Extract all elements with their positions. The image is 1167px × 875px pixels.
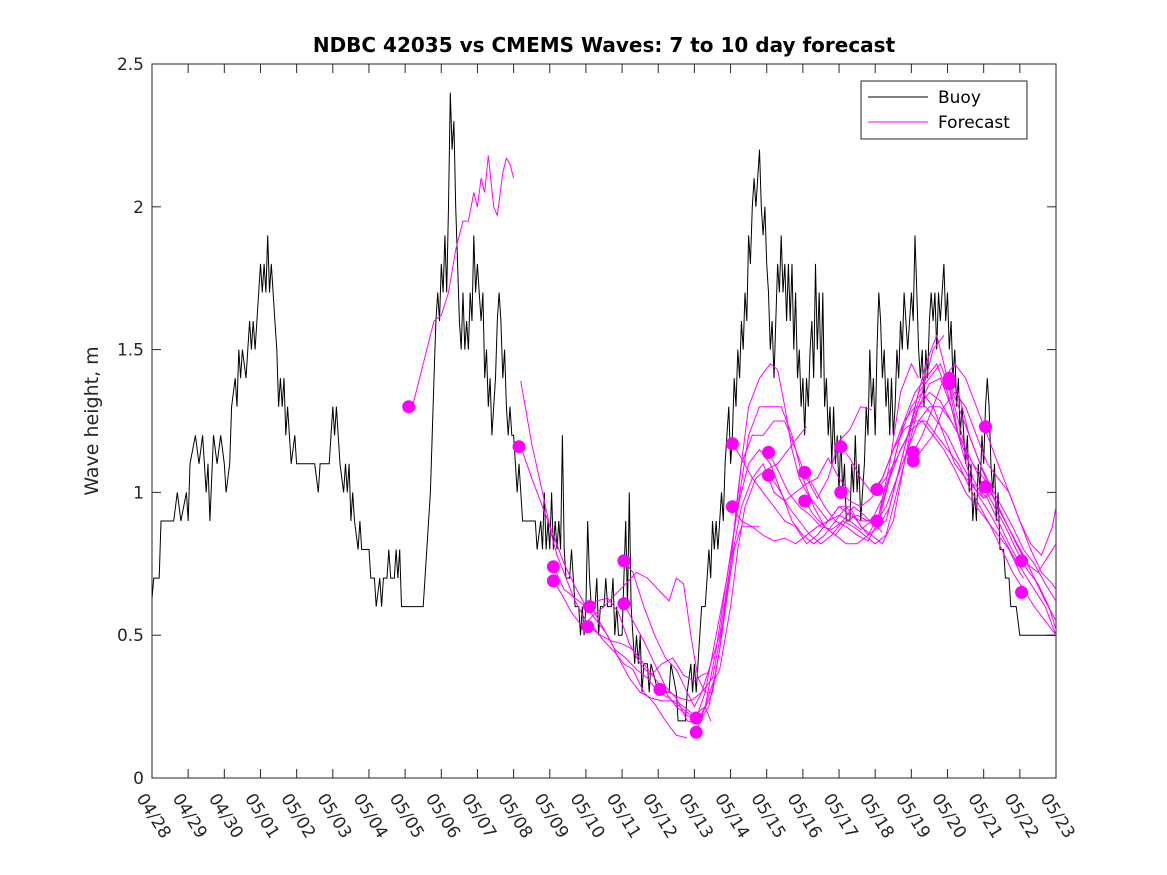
forecast-marker xyxy=(653,683,667,696)
forecast-marker xyxy=(725,500,739,514)
forecast-marker xyxy=(834,440,848,454)
forecast-marker xyxy=(834,485,848,499)
forecast-line xyxy=(552,566,710,682)
forecast-line xyxy=(731,362,970,545)
forecast-marker xyxy=(581,620,595,634)
forecast-line xyxy=(411,155,515,407)
forecast-marker xyxy=(725,437,739,451)
plot-area: 00.511.522.504/2804/2904/3005/0105/0205/… xyxy=(117,55,1079,842)
forecast-marker xyxy=(512,440,526,454)
y-axis-label: Wave height, m xyxy=(81,346,103,495)
forecast-line xyxy=(948,383,1056,622)
forecast-marker xyxy=(762,445,775,459)
forecast-marker xyxy=(979,420,992,434)
forecast-line xyxy=(804,391,1024,565)
forecast-marker xyxy=(402,400,416,414)
forecast-line xyxy=(520,380,688,739)
forecast-line xyxy=(912,391,1056,590)
forecast-marker xyxy=(942,377,956,391)
forecast-marker xyxy=(798,465,812,479)
forecast-line xyxy=(659,363,883,702)
y-tick-label: 0 xyxy=(133,769,144,789)
forecast-marker xyxy=(1015,554,1029,568)
forecast-marker xyxy=(689,711,703,725)
forecast-marker xyxy=(798,494,812,508)
forecast-line xyxy=(552,571,713,693)
y-tick-label: 2 xyxy=(133,198,144,218)
forecast-line xyxy=(948,377,1056,602)
chart-title: NDBC 42035 vs CMEMS Waves: 7 to 10 day f… xyxy=(313,33,896,57)
y-tick-label: 1.5 xyxy=(117,341,144,361)
legend-buoy-label: Buoy xyxy=(938,88,981,108)
forecast-marker xyxy=(870,514,884,528)
forecast-marker xyxy=(546,560,560,574)
forecast-marker xyxy=(979,480,992,494)
forecast-line xyxy=(768,377,995,545)
forecast-marker xyxy=(689,725,703,739)
buoy-line xyxy=(152,92,1056,722)
y-tick-label: 1 xyxy=(133,483,144,503)
legend-box xyxy=(860,80,1028,140)
y-tick-label: 0.5 xyxy=(117,626,144,646)
forecast-marker xyxy=(546,574,560,588)
y-tick-label: 2.5 xyxy=(117,55,144,75)
axes-box xyxy=(151,63,1057,779)
forecast-marker xyxy=(1015,585,1029,599)
forecast-marker xyxy=(906,454,920,468)
forecast-marker xyxy=(617,554,631,568)
forecast-line xyxy=(520,446,712,722)
forecast-marker xyxy=(870,483,884,496)
forecast-marker xyxy=(617,597,631,611)
legend-forecast-label: Forecast xyxy=(938,113,1010,133)
legend: Buoy Forecast xyxy=(860,80,1028,140)
forecast-line xyxy=(912,363,1056,557)
forecast-line xyxy=(876,406,1056,630)
forecast-marker xyxy=(762,468,775,482)
forecast-marker xyxy=(583,600,596,614)
forecast-line xyxy=(590,526,760,716)
